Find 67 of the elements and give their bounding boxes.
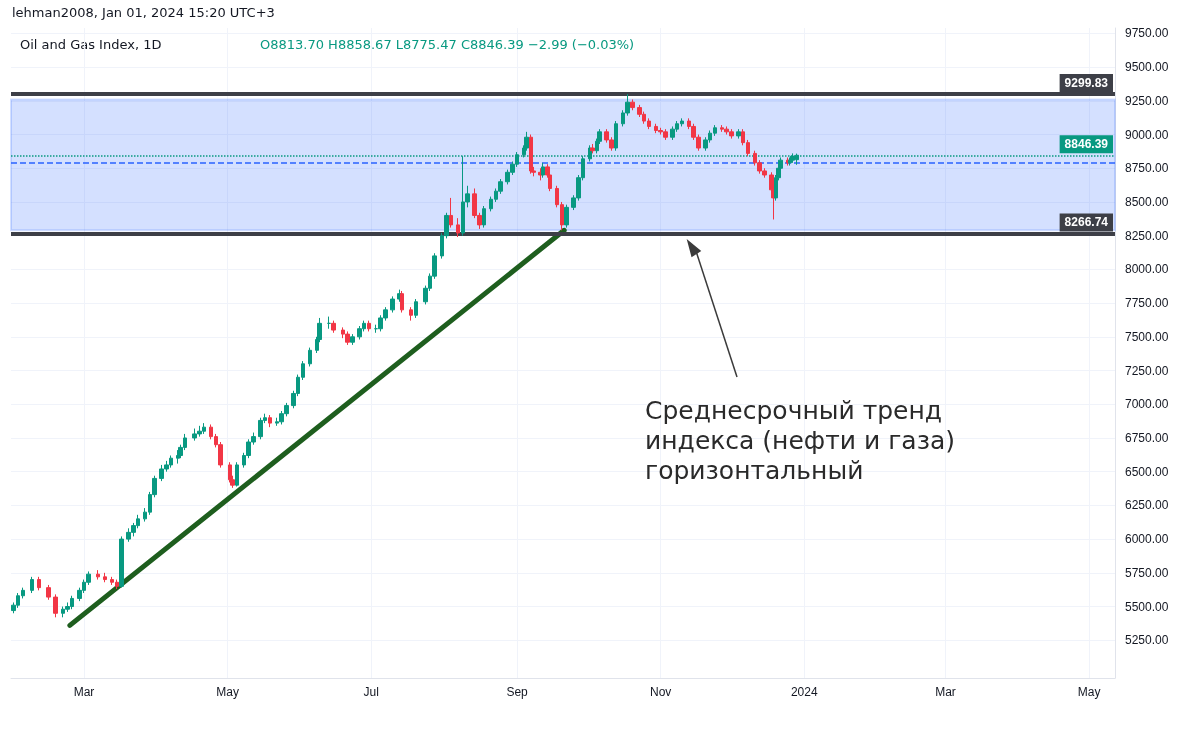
y-tick-label: 7500.00 bbox=[1125, 329, 1169, 344]
y-tick-label: 9000.00 bbox=[1125, 127, 1169, 142]
y-tick-label: 8750.00 bbox=[1125, 161, 1169, 176]
candlestick bbox=[308, 347, 312, 367]
y-tick-label: 8250.00 bbox=[1125, 228, 1169, 243]
candlestick bbox=[449, 197, 453, 229]
y-tick-label: 8500.00 bbox=[1125, 194, 1169, 209]
candlestick bbox=[331, 320, 336, 334]
candlestick bbox=[46, 584, 51, 601]
x-tick-label: May bbox=[216, 685, 239, 699]
candlestick bbox=[103, 572, 107, 583]
candlestick bbox=[400, 290, 404, 314]
candlestick bbox=[529, 134, 533, 175]
candlestick bbox=[456, 217, 460, 238]
candlestick bbox=[235, 461, 239, 488]
candlestick bbox=[357, 325, 362, 341]
ref-line-label: 8266.74 bbox=[1064, 215, 1109, 230]
annotation: Среднесрочный тренд индекса (нефти и газа) горизонтальный bbox=[645, 395, 963, 485]
candlestick bbox=[30, 576, 34, 594]
y-tick-label: 5500.00 bbox=[1125, 599, 1169, 614]
candlestick bbox=[345, 330, 350, 346]
text: lehman2008, Jan 01, 2024 15:20 UTC+3 bbox=[12, 5, 275, 20]
y-tick-label: 9250.00 bbox=[1125, 93, 1169, 108]
y-tick-label: 6000.00 bbox=[1125, 532, 1169, 547]
y-tick-label: 6500.00 bbox=[1125, 464, 1169, 479]
x-tick-label: Sep bbox=[506, 685, 529, 699]
candlestick bbox=[53, 593, 58, 618]
candlestick bbox=[630, 98, 635, 111]
candlestick bbox=[96, 569, 100, 581]
candlestick bbox=[590, 143, 595, 154]
ref-line-label: 8846.39 bbox=[1064, 137, 1109, 152]
x-tick-label: May bbox=[1077, 685, 1101, 699]
candlestick bbox=[258, 417, 263, 440]
y-tick-label: 5750.00 bbox=[1125, 565, 1169, 580]
y-tick-label: 7000.00 bbox=[1125, 397, 1169, 412]
candlestick bbox=[564, 204, 569, 229]
y-tick-label: 5250.00 bbox=[1125, 633, 1169, 648]
x-tick-label: 2024 bbox=[790, 685, 818, 699]
x-tick-label: Nov bbox=[650, 685, 672, 699]
text: Oil and Gas Index, 1D bbox=[20, 37, 162, 52]
candlestick bbox=[350, 333, 355, 346]
candlestick bbox=[390, 295, 395, 314]
y-tick-label: 7250.00 bbox=[1125, 363, 1169, 378]
x-tick-label: Mar bbox=[935, 685, 956, 699]
candlestick bbox=[268, 414, 272, 428]
y-tick-label: 6250.00 bbox=[1125, 498, 1169, 513]
y-tick-label: 8000.00 bbox=[1125, 262, 1169, 277]
y-tick-label: 9500.00 bbox=[1125, 60, 1169, 75]
x-tick-label: Mar bbox=[73, 685, 95, 699]
annotation: O8813.70 H8858.67 L8775.47 C8846.39 −2.99 (−0.03%) bbox=[260, 37, 635, 52]
candlestick bbox=[327, 316, 331, 330]
candlestick bbox=[37, 576, 41, 591]
candlestick bbox=[409, 306, 413, 322]
ref-line-label: 9299.83 bbox=[1064, 76, 1109, 91]
candlestick bbox=[482, 205, 486, 229]
candlestick bbox=[414, 298, 418, 319]
x-tick-label: Jul bbox=[363, 685, 379, 699]
candlestick bbox=[541, 162, 545, 179]
candlestick bbox=[176, 449, 180, 465]
candlestick bbox=[367, 320, 371, 332]
y-tick-label: 6750.00 bbox=[1125, 430, 1169, 445]
y-tick-label: 7750.00 bbox=[1125, 296, 1169, 311]
candlestick bbox=[614, 120, 618, 152]
candlestick bbox=[670, 125, 675, 141]
candlestick bbox=[736, 128, 741, 140]
y-tick-label: 9750.00 bbox=[1125, 26, 1169, 41]
candlestick bbox=[119, 535, 124, 589]
